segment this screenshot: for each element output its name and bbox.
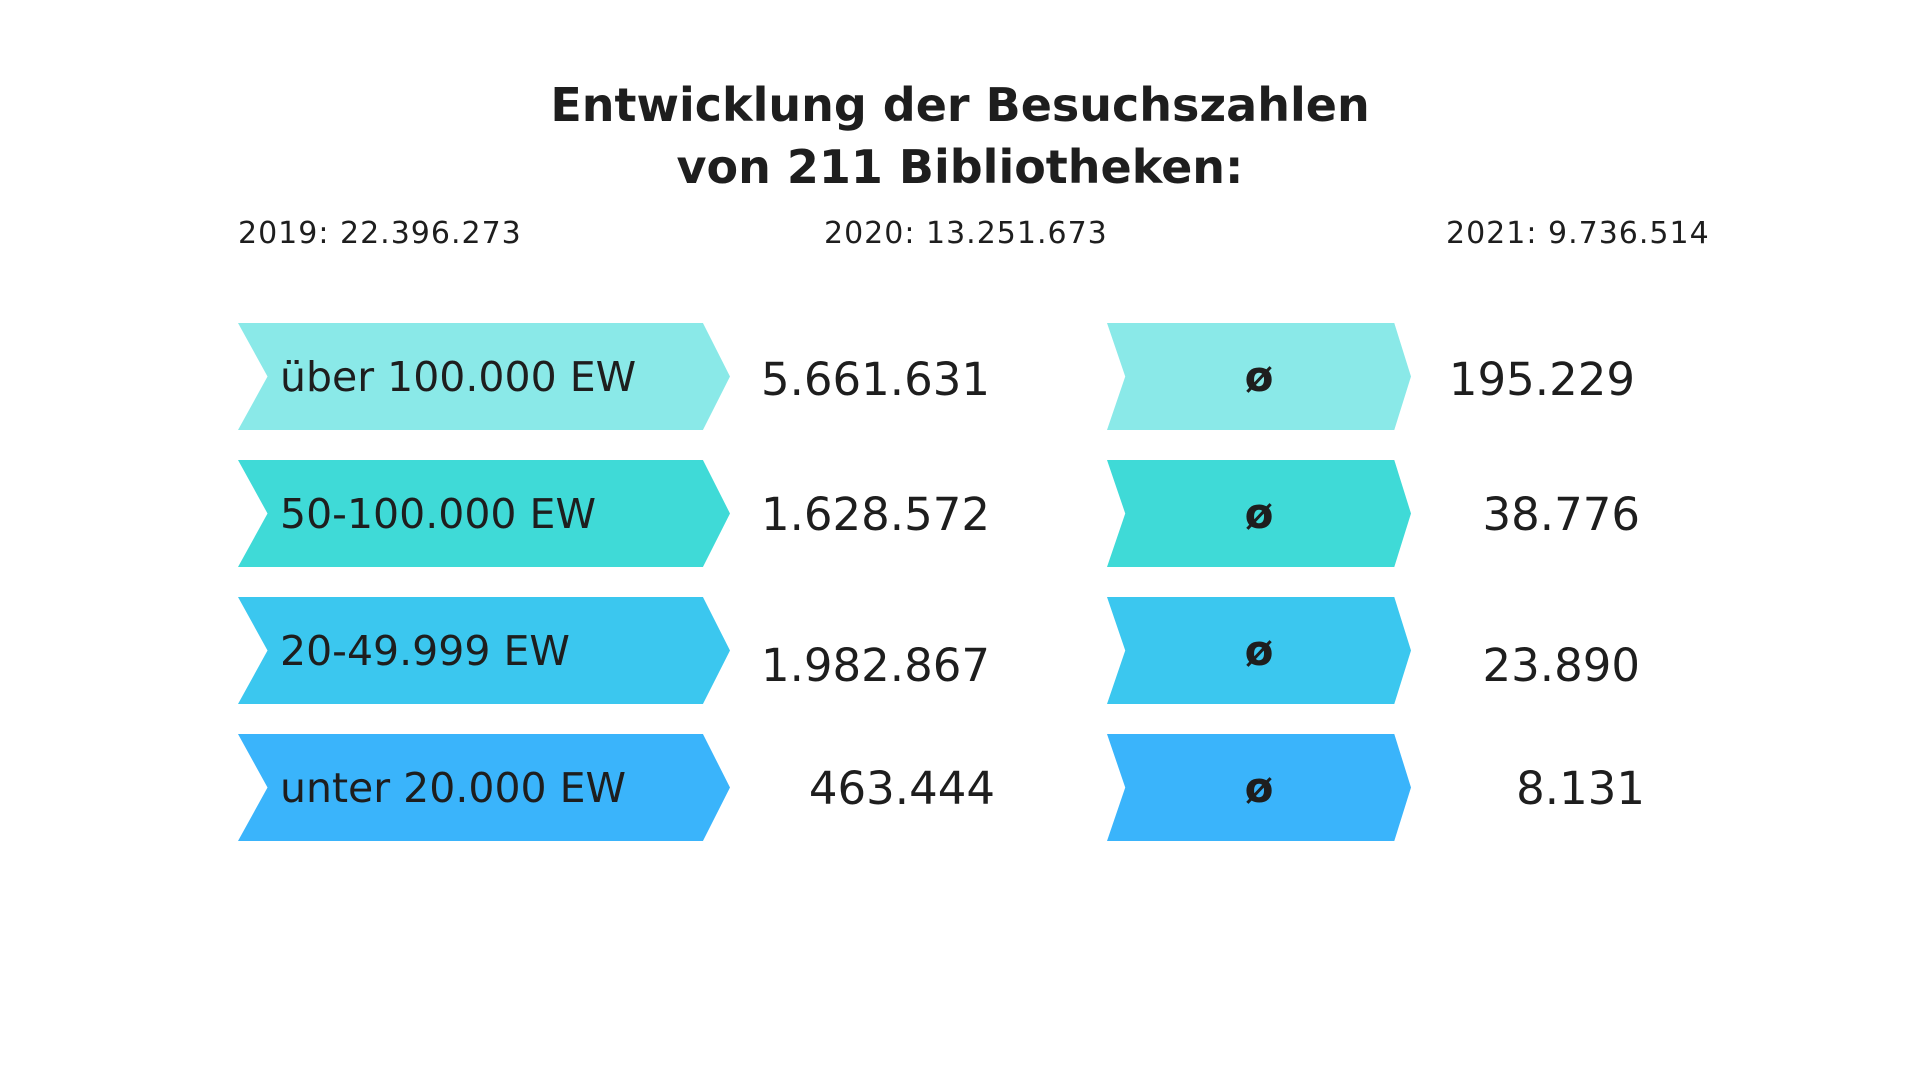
category-label: unter 20.000 EW	[280, 763, 627, 812]
chart-title: Entwicklung der Besuchszahlen von 211 Bi…	[0, 74, 1920, 198]
average-symbol: ø	[1244, 489, 1274, 538]
category-total-value: 463.444	[808, 762, 995, 815]
average-symbol: ø	[1244, 626, 1274, 675]
title-line-1: Entwicklung der Besuchszahlen	[550, 78, 1370, 132]
average-arrow: ø	[1107, 460, 1411, 567]
average-value: 195.229	[1448, 353, 1635, 406]
category-label: über 100.000 EW	[280, 352, 637, 401]
category-arrow-50-100000: 50-100.000 EW	[238, 460, 730, 567]
title-line-2: von 211 Bibliotheken:	[676, 140, 1244, 194]
average-arrow: ø	[1107, 597, 1411, 704]
category-total-value: 1.982.867	[760, 639, 990, 692]
average-symbol: ø	[1244, 763, 1274, 812]
average-value: 23.890	[1482, 639, 1640, 692]
average-value: 8.131	[1516, 762, 1645, 815]
year-2021-total: 2021: 9.736.514	[1446, 216, 1710, 251]
average-arrow: ø	[1107, 323, 1411, 430]
category-total-value: 1.628.572	[760, 488, 990, 541]
category-arrow-over-100000: über 100.000 EW	[238, 323, 730, 430]
category-arrow-under-20000: unter 20.000 EW	[238, 734, 730, 841]
average-value: 38.776	[1482, 488, 1640, 541]
year-2019-total: 2019: 22.396.273	[238, 216, 522, 251]
category-label: 20-49.999 EW	[280, 626, 570, 675]
category-label: 50-100.000 EW	[280, 489, 596, 538]
average-arrow: ø	[1107, 734, 1411, 841]
average-symbol: ø	[1244, 352, 1274, 401]
category-total-value: 5.661.631	[760, 353, 990, 406]
category-arrow-20-49999: 20-49.999 EW	[238, 597, 730, 704]
year-2020-total: 2020: 13.251.673	[824, 216, 1108, 251]
